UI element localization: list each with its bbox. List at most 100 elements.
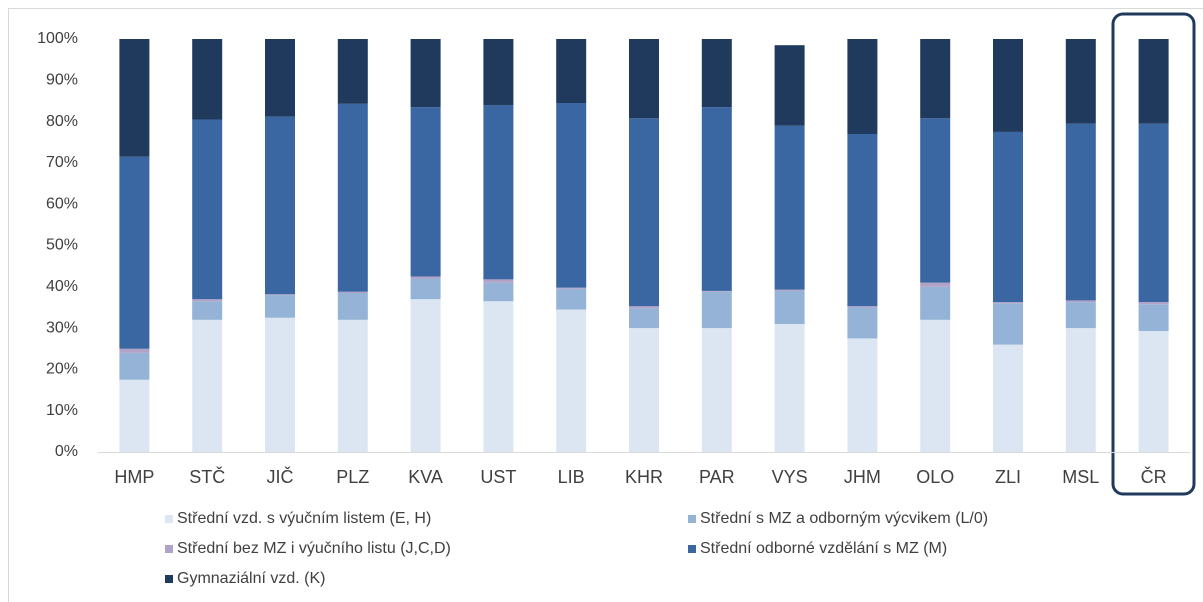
bar-segment	[410, 299, 441, 452]
bar-segment	[920, 286, 951, 320]
bar-segment	[701, 107, 732, 291]
bar-segment	[920, 282, 951, 287]
bar-segment	[192, 319, 223, 452]
bar-segment	[993, 39, 1023, 132]
bar-segment	[629, 306, 659, 309]
y-tick-label: 60%	[46, 195, 78, 212]
bar-segment	[629, 39, 659, 119]
bar-segment	[774, 323, 805, 452]
bar-segment	[410, 107, 441, 277]
bar-segment	[993, 302, 1023, 304]
bar-segment	[556, 287, 587, 289]
x-tick-label: MSL	[1062, 467, 1099, 487]
y-tick-label: 70%	[46, 154, 78, 171]
bar-segment	[920, 39, 951, 119]
bar-segment	[410, 39, 441, 108]
bar-segment	[1138, 304, 1169, 331]
x-tick-label: PLZ	[336, 467, 369, 487]
highlight-box	[1111, 12, 1196, 496]
bar-segment	[701, 291, 732, 329]
x-tick-label: PAR	[699, 467, 735, 487]
x-tick-label: KVA	[408, 467, 443, 487]
bar-segment	[337, 291, 368, 293]
x-tick-label: HMP	[114, 467, 154, 487]
bar-segment	[119, 156, 150, 349]
bar-segment	[556, 39, 587, 104]
bar-segment	[265, 295, 295, 318]
x-tick-label: ZLI	[995, 467, 1021, 487]
bar-segment	[701, 290, 732, 292]
bar-segment	[993, 344, 1023, 452]
bar-segment	[701, 39, 732, 108]
legend-swatch	[165, 575, 173, 583]
bar-segment	[119, 379, 150, 452]
legend-label: Střední vzd. s výučním listem (E, H)	[177, 510, 431, 527]
bar-segment	[556, 288, 587, 310]
x-tick-label: STČ	[189, 466, 225, 487]
y-tick-label: 80%	[46, 113, 78, 130]
bar-segment	[774, 289, 805, 291]
bar-segment	[337, 319, 368, 452]
legend-swatch	[688, 545, 696, 553]
bar-segment	[410, 276, 441, 279]
bar-segment	[847, 39, 878, 134]
bar-segment	[774, 45, 805, 126]
bar-segment	[337, 103, 368, 292]
bar-segment	[192, 301, 223, 320]
chart-border	[8, 8, 1203, 602]
bar-segment	[1065, 39, 1096, 124]
bar-segment	[847, 338, 878, 452]
bar-segment	[774, 125, 805, 290]
bar-segment	[192, 119, 223, 300]
bar-segment	[629, 328, 659, 452]
legend-label: Střední odborné vzdělání s MZ (M)	[700, 540, 947, 557]
bar-segment	[119, 352, 150, 380]
x-tick-label: OLO	[916, 467, 954, 487]
y-tick-label: 100%	[37, 30, 78, 47]
bar-segment	[847, 133, 878, 307]
bar-segment	[483, 39, 514, 106]
bar-segment	[483, 282, 514, 302]
y-tick-label: 30%	[46, 319, 78, 336]
bar-segment	[629, 308, 659, 329]
bar-segment	[1138, 39, 1169, 124]
bar-segment	[265, 294, 295, 296]
bar-segment	[119, 348, 150, 353]
bar-segment	[629, 118, 659, 307]
bar-segment	[337, 39, 368, 104]
bar-segment	[847, 306, 878, 308]
bar-segment	[119, 39, 150, 157]
x-tick-label: ČR	[1141, 466, 1167, 487]
y-tick-label: 10%	[46, 402, 78, 419]
bar-segment	[337, 292, 368, 320]
bar-segment	[993, 303, 1023, 345]
bar-segment	[265, 39, 295, 117]
legend-label: Střední bez MZ i výučního listu (J,C,D)	[177, 540, 451, 557]
y-tick-label: 50%	[46, 237, 78, 254]
y-tick-label: 40%	[46, 278, 78, 295]
bar-segment	[483, 301, 514, 452]
bar-segment	[265, 317, 295, 452]
legend-label: Střední s MZ a odborným výcvikem (L/0)	[700, 510, 988, 527]
legend-swatch	[165, 545, 173, 553]
x-tick-label: VYS	[772, 467, 808, 487]
bar-segment	[774, 290, 805, 324]
bar-segment	[701, 328, 732, 452]
y-tick-label: 90%	[46, 72, 78, 89]
legend-swatch	[165, 515, 173, 523]
bar-segment	[847, 307, 878, 339]
bar-segment	[1065, 328, 1096, 452]
bar-segment	[556, 103, 587, 288]
bar-segment	[192, 299, 223, 302]
legend-label: Gymnaziální vzd. (K)	[177, 570, 325, 587]
x-tick-label: UST	[480, 467, 516, 487]
y-tick-label: 20%	[46, 361, 78, 378]
bar-segment	[483, 279, 514, 283]
x-tick-label: JHM	[844, 467, 881, 487]
bar-segment	[1065, 300, 1096, 303]
y-tick-label: 0%	[55, 443, 78, 460]
legend-swatch	[688, 515, 696, 523]
bar-segment	[556, 309, 587, 452]
bar-segment	[1138, 123, 1169, 303]
